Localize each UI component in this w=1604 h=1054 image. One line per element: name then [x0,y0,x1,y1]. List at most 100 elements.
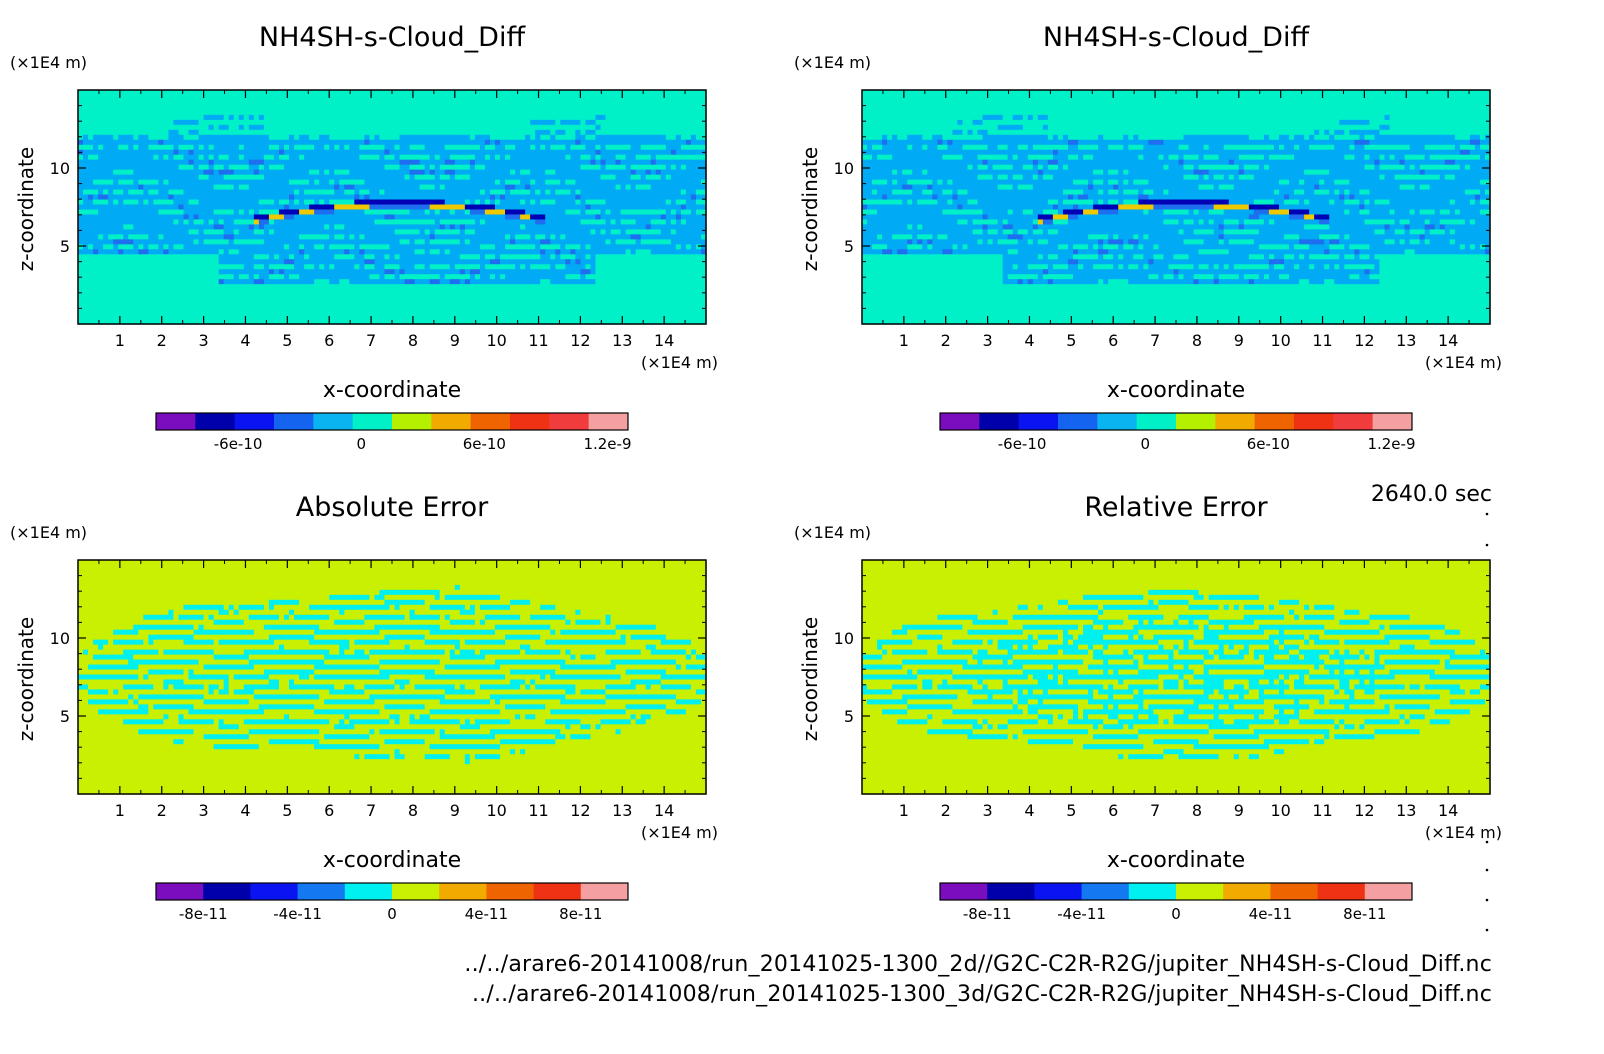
heatmap-cell [560,239,566,245]
heatmap-cell [224,155,230,161]
heatmap-cell [138,160,144,166]
heatmap-cell [374,259,380,265]
heatmap-cell [269,105,275,111]
heatmap-cell [118,145,124,151]
heatmap-cell [636,279,642,285]
heatmap-cell [199,115,205,121]
heatmap-cell [319,90,325,96]
heatmap-cell [123,120,129,126]
heatmap-cell [601,224,607,230]
heatmap-cell [189,110,195,116]
heatmap-cell [138,284,144,290]
heatmap-cell [379,224,385,230]
heatmap-cell [415,195,421,201]
heatmap-cell [595,100,601,106]
heatmap-cell [83,110,89,116]
heatmap-cell [415,229,421,235]
heatmap-cell [143,219,149,225]
heatmap-cell [178,165,184,171]
heatmap-cell [309,264,315,270]
heatmap-cell [168,209,174,215]
heatmap-cell [133,160,139,166]
heatmap-cell [681,175,687,181]
heatmap-cell [244,239,250,245]
heatmap-cell [214,219,220,225]
heatmap-cell [184,284,190,290]
heatmap-cell [415,219,421,225]
heatmap-cell [204,190,210,196]
heatmap-cell [405,284,411,290]
heatmap-cell [595,170,601,176]
heatmap-cell [173,135,179,141]
heatmap-cell [485,254,491,260]
heatmap-cell [389,254,395,260]
heatmap-cell [445,214,451,220]
heatmap-cell [123,279,129,285]
heatmap-cell [264,269,270,275]
heatmap-cell [194,90,200,96]
heatmap-cell [455,249,461,255]
heatmap-cell [274,259,280,265]
heatmap-cell [500,175,506,181]
heatmap-cell [103,100,109,106]
heatmap-cell [631,160,637,166]
heatmap-cell [158,190,164,196]
heatmap-cell [254,264,260,270]
heatmap-cell [214,175,220,181]
heatmap-cell [163,190,169,196]
heatmap-cell [415,249,421,255]
heatmap-cell [445,160,451,166]
heatmap-cell [505,244,511,250]
heatmap-cell [480,269,486,275]
heatmap-cell [560,175,566,181]
heatmap-cell [490,219,496,225]
heatmap-cell [148,214,154,220]
heatmap-cell [560,214,566,220]
heatmap-cell [470,214,476,220]
heatmap-cell [78,110,84,116]
heatmap-cell [389,120,395,126]
heatmap-cell [505,155,511,161]
heatmap-cell [123,135,129,141]
heatmap-cell [219,195,225,201]
heatmap-cell [585,249,591,255]
heatmap-cell [616,274,622,280]
heatmap-cell [209,239,215,245]
heatmap-cell [133,130,139,136]
heatmap-cell [606,185,612,191]
heatmap-cell [595,175,601,181]
heatmap-cell [545,145,551,151]
heatmap-cell [646,239,652,245]
heatmap-cell [686,259,692,265]
heatmap-cell [148,259,154,265]
heatmap-cell [435,110,441,116]
heatmap-cell [289,135,295,141]
heatmap-cell [460,120,466,126]
heatmap-cell [575,229,581,235]
heatmap-cell [410,264,416,270]
heatmap-cell [465,254,471,260]
heatmap-cell [681,90,687,96]
heatmap-cell [324,254,330,260]
heatmap-cell [88,115,94,121]
heatmap-cell [616,229,622,235]
heatmap-cell [420,264,426,270]
heatmap-cell [686,269,692,275]
heatmap-cell [319,229,325,235]
heatmap-cell [535,135,541,141]
heatmap-cell [153,224,159,230]
heatmap-cell [621,145,627,151]
heatmap-cell [480,150,486,156]
heatmap-cell [244,115,250,121]
heatmap-cell [696,135,702,141]
heatmap-cell [309,105,315,111]
heatmap-cell [88,130,94,136]
heatmap-cell [219,100,225,106]
heatmap-cell [334,155,340,161]
heatmap-cell [545,274,551,280]
heatmap-cell [420,209,426,215]
heatmap-cell [405,269,411,275]
heatmap-cell [545,205,551,211]
heatmap-cell [168,234,174,240]
heatmap-cell [108,229,114,235]
